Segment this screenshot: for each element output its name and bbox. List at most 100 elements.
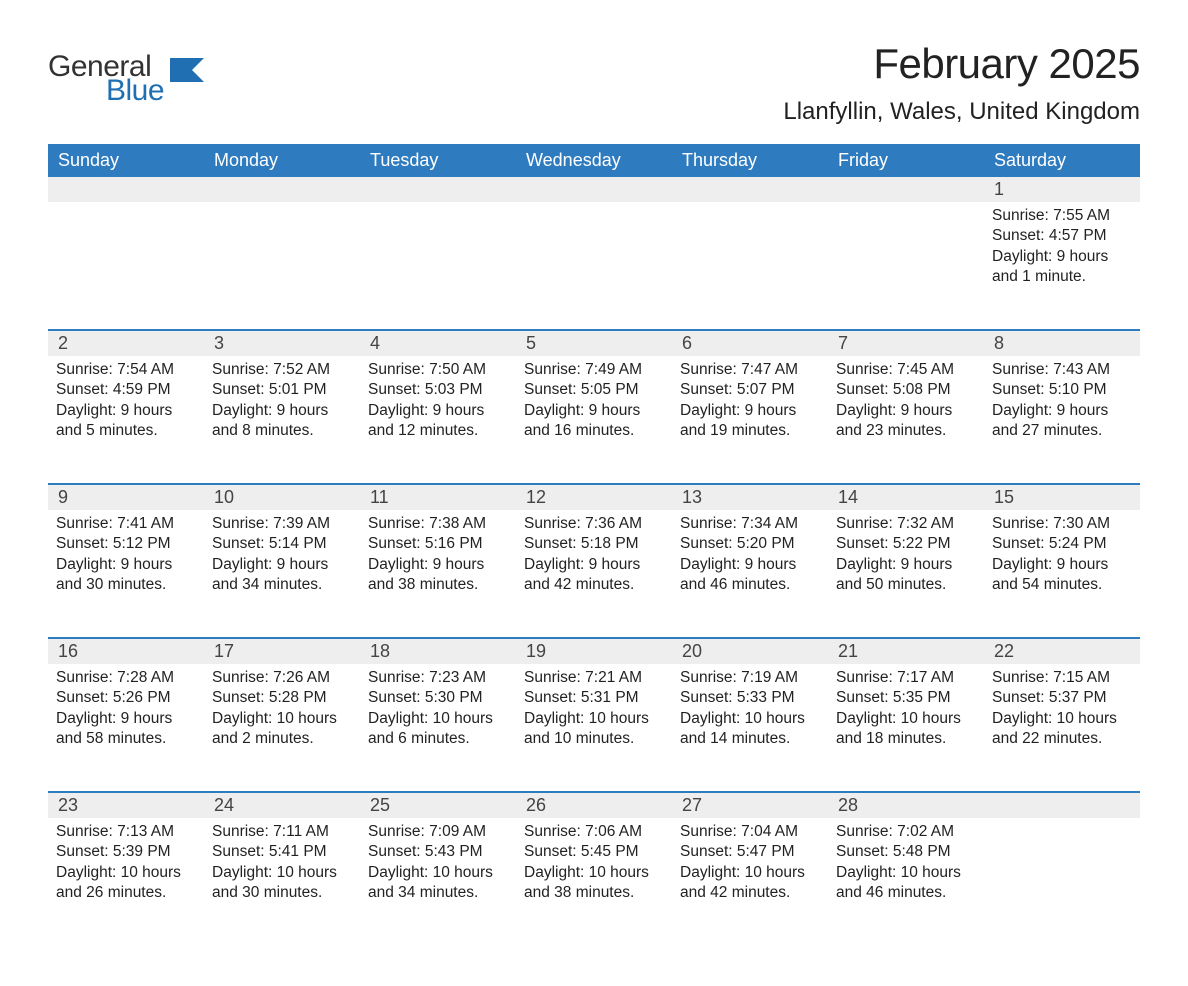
dayname-wednesday: Wednesday [516, 144, 672, 177]
day-number: 26 [522, 793, 666, 818]
title-block: February 2025 Llanfyllin, Wales, United … [783, 40, 1140, 126]
day-cell: Sunrise: 7:49 AMSunset: 5:05 PMDaylight:… [516, 356, 672, 484]
daynum-row: 9101112131415 [48, 485, 1140, 510]
day-cell [360, 202, 516, 330]
day-number: 1 [990, 177, 1134, 202]
day-cell: Sunrise: 7:47 AMSunset: 5:07 PMDaylight:… [672, 356, 828, 484]
day-cell [204, 202, 360, 330]
day-detail: Sunrise: 7:09 AMSunset: 5:43 PMDaylight:… [366, 818, 510, 904]
daynum-cell: 3 [204, 331, 360, 356]
day-cell: Sunrise: 7:11 AMSunset: 5:41 PMDaylight:… [204, 818, 360, 946]
day-number: 28 [834, 793, 978, 818]
daynum-cell: 12 [516, 485, 672, 510]
daynum-cell: 18 [360, 639, 516, 664]
day-cell: Sunrise: 7:36 AMSunset: 5:18 PMDaylight:… [516, 510, 672, 638]
day-number: 18 [366, 639, 510, 664]
day-number: 5 [522, 331, 666, 356]
daynum-cell: 14 [828, 485, 984, 510]
day-detail: Sunrise: 7:38 AMSunset: 5:16 PMDaylight:… [366, 510, 510, 596]
day-number: 25 [366, 793, 510, 818]
dayname-friday: Friday [828, 144, 984, 177]
dayname-sunday: Sunday [48, 144, 204, 177]
daynum-cell [984, 793, 1140, 818]
daynum-row: 1 [48, 177, 1140, 202]
daynum-cell: 27 [672, 793, 828, 818]
day-detail: Sunrise: 7:34 AMSunset: 5:20 PMDaylight:… [678, 510, 822, 596]
day-number: 20 [678, 639, 822, 664]
day-detail: Sunrise: 7:47 AMSunset: 5:07 PMDaylight:… [678, 356, 822, 442]
day-detail: Sunrise: 7:54 AMSunset: 4:59 PMDaylight:… [54, 356, 198, 442]
daynum-cell: 17 [204, 639, 360, 664]
day-detail: Sunrise: 7:21 AMSunset: 5:31 PMDaylight:… [522, 664, 666, 750]
day-detail: Sunrise: 7:41 AMSunset: 5:12 PMDaylight:… [54, 510, 198, 596]
day-cell: Sunrise: 7:13 AMSunset: 5:39 PMDaylight:… [48, 818, 204, 946]
day-detail: Sunrise: 7:15 AMSunset: 5:37 PMDaylight:… [990, 664, 1134, 750]
detail-row: Sunrise: 7:13 AMSunset: 5:39 PMDaylight:… [48, 818, 1140, 946]
daynum-row: 16171819202122 [48, 639, 1140, 664]
location: Llanfyllin, Wales, United Kingdom [783, 98, 1140, 126]
day-detail: Sunrise: 7:32 AMSunset: 5:22 PMDaylight:… [834, 510, 978, 596]
dayname-thursday: Thursday [672, 144, 828, 177]
day-number: 10 [210, 485, 354, 510]
day-cell [48, 202, 204, 330]
day-cell: Sunrise: 7:28 AMSunset: 5:26 PMDaylight:… [48, 664, 204, 792]
day-cell: Sunrise: 7:02 AMSunset: 5:48 PMDaylight:… [828, 818, 984, 946]
detail-row: Sunrise: 7:55 AMSunset: 4:57 PMDaylight:… [48, 202, 1140, 330]
day-cell: Sunrise: 7:19 AMSunset: 5:33 PMDaylight:… [672, 664, 828, 792]
daynum-cell [516, 177, 672, 202]
daynum-cell: 2 [48, 331, 204, 356]
day-cell: Sunrise: 7:32 AMSunset: 5:22 PMDaylight:… [828, 510, 984, 638]
calendar-head: SundayMondayTuesdayWednesdayThursdayFrid… [48, 144, 1140, 177]
day-detail: Sunrise: 7:02 AMSunset: 5:48 PMDaylight:… [834, 818, 978, 904]
daynum-row: 2324 25 26 27 28 [48, 793, 1140, 818]
day-detail: Sunrise: 7:23 AMSunset: 5:30 PMDaylight:… [366, 664, 510, 750]
daynum-cell [672, 177, 828, 202]
calendar-table: SundayMondayTuesdayWednesdayThursdayFrid… [48, 144, 1140, 946]
day-cell: Sunrise: 7:04 AMSunset: 5:47 PMDaylight:… [672, 818, 828, 946]
day-detail: Sunrise: 7:06 AMSunset: 5:45 PMDaylight:… [522, 818, 666, 904]
day-cell: Sunrise: 7:23 AMSunset: 5:30 PMDaylight:… [360, 664, 516, 792]
day-number: 9 [54, 485, 198, 510]
day-detail: Sunrise: 7:30 AMSunset: 5:24 PMDaylight:… [990, 510, 1134, 596]
day-detail: Sunrise: 7:19 AMSunset: 5:33 PMDaylight:… [678, 664, 822, 750]
day-detail: Sunrise: 7:17 AMSunset: 5:35 PMDaylight:… [834, 664, 978, 750]
detail-row: Sunrise: 7:28 AMSunset: 5:26 PMDaylight:… [48, 664, 1140, 792]
day-number: 4 [366, 331, 510, 356]
day-detail: Sunrise: 7:04 AMSunset: 5:47 PMDaylight:… [678, 818, 822, 904]
day-number: 24 [210, 793, 354, 818]
daynum-cell: 23 [48, 793, 204, 818]
daynum-row: 2345678 [48, 331, 1140, 356]
day-number: 17 [210, 639, 354, 664]
daynum-cell: 15 [984, 485, 1140, 510]
daynum-cell: 21 [828, 639, 984, 664]
day-cell: Sunrise: 7:09 AMSunset: 5:43 PMDaylight:… [360, 818, 516, 946]
day-detail: Sunrise: 7:39 AMSunset: 5:14 PMDaylight:… [210, 510, 354, 596]
daynum-cell: 7 [828, 331, 984, 356]
day-cell: Sunrise: 7:43 AMSunset: 5:10 PMDaylight:… [984, 356, 1140, 484]
day-cell: Sunrise: 7:17 AMSunset: 5:35 PMDaylight:… [828, 664, 984, 792]
daynum-cell: 13 [672, 485, 828, 510]
daynum-cell: 24 [204, 793, 360, 818]
day-detail: Sunrise: 7:45 AMSunset: 5:08 PMDaylight:… [834, 356, 978, 442]
day-number: 21 [834, 639, 978, 664]
daynum-cell: 9 [48, 485, 204, 510]
day-number: 7 [834, 331, 978, 356]
dayname-monday: Monday [204, 144, 360, 177]
day-cell: Sunrise: 7:45 AMSunset: 5:08 PMDaylight:… [828, 356, 984, 484]
day-detail: Sunrise: 7:11 AMSunset: 5:41 PMDaylight:… [210, 818, 354, 904]
day-cell [828, 202, 984, 330]
month-title: February 2025 [783, 40, 1140, 88]
day-cell: Sunrise: 7:06 AMSunset: 5:45 PMDaylight:… [516, 818, 672, 946]
day-number: 27 [678, 793, 822, 818]
day-number: 14 [834, 485, 978, 510]
daynum-cell: 22 [984, 639, 1140, 664]
day-detail: Sunrise: 7:50 AMSunset: 5:03 PMDaylight:… [366, 356, 510, 442]
daynum-cell: 5 [516, 331, 672, 356]
day-cell: Sunrise: 7:41 AMSunset: 5:12 PMDaylight:… [48, 510, 204, 638]
day-number: 15 [990, 485, 1134, 510]
day-cell [516, 202, 672, 330]
detail-row: Sunrise: 7:41 AMSunset: 5:12 PMDaylight:… [48, 510, 1140, 638]
day-cell: Sunrise: 7:30 AMSunset: 5:24 PMDaylight:… [984, 510, 1140, 638]
day-number: 6 [678, 331, 822, 356]
day-detail: Sunrise: 7:13 AMSunset: 5:39 PMDaylight:… [54, 818, 198, 904]
